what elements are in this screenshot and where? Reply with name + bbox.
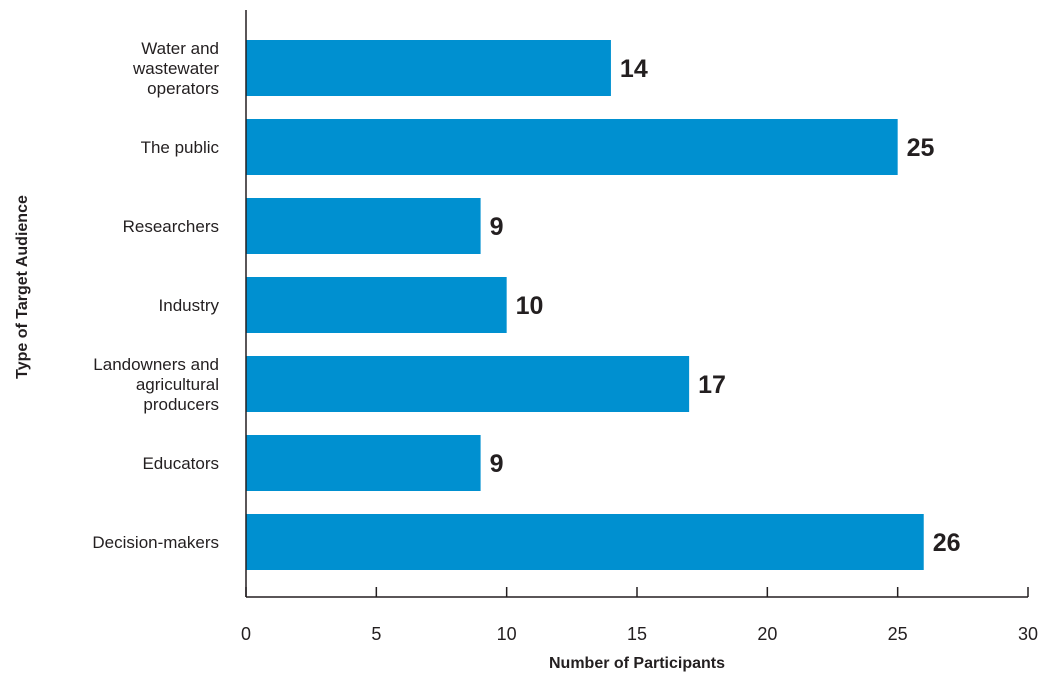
y-axis-title: Type of Target Audience [14,195,31,379]
bar-value-label: 9 [490,213,504,241]
category-label-line: agricultural [136,375,219,394]
category-labels-group: Water and wastewater operators The public Re… [92,39,219,552]
x-ticks-group: 0 5 10 15 20 25 30 [241,587,1038,644]
category-label: Educators [142,454,219,473]
category-label: Researchers [123,217,219,236]
value-labels-group: 14 25 9 10 17 9 26 [490,55,961,557]
bar-value-label: 26 [933,529,961,557]
category-label-line: wastewater [132,59,219,78]
x-tick-label: 0 [241,624,251,644]
bar-4 [246,277,507,333]
category-label-line: Decision-makers [92,533,219,552]
bar-5 [246,356,690,412]
category-label: Water and wastewater operators [132,39,219,98]
category-label-line: Educators [142,454,219,473]
category-label: The public [141,138,220,157]
x-tick-label: 10 [497,624,517,644]
bar-1 [246,40,611,96]
bar-6 [246,435,481,491]
bar-2 [246,119,898,175]
category-label-line: operators [147,79,219,98]
category-label-line: Researchers [123,217,219,236]
bar-3 [246,198,481,254]
x-tick-label: 20 [757,624,777,644]
bar-value-label: 10 [516,292,544,320]
category-label-line: Water and [141,39,219,58]
category-label-line: Industry [159,296,220,315]
bar-value-label: 9 [490,450,504,478]
bar-value-label: 17 [698,371,726,399]
category-label: Industry [159,296,220,315]
bars-group [246,40,924,570]
x-axis-title: Number of Participants [549,655,725,672]
category-label: Decision-makers [92,533,219,552]
bar-value-label: 25 [907,134,935,162]
category-label-line: The public [141,138,220,157]
category-label-line: producers [143,395,219,414]
x-tick-label: 30 [1018,624,1038,644]
bar-value-label: 14 [620,55,648,83]
category-label: Landowners and agricultural producers [93,355,219,414]
x-tick-label: 5 [371,624,381,644]
bar-7 [246,514,924,570]
x-tick-label: 25 [888,624,908,644]
x-tick-label: 15 [627,624,647,644]
category-label-line: Landowners and [93,355,219,374]
